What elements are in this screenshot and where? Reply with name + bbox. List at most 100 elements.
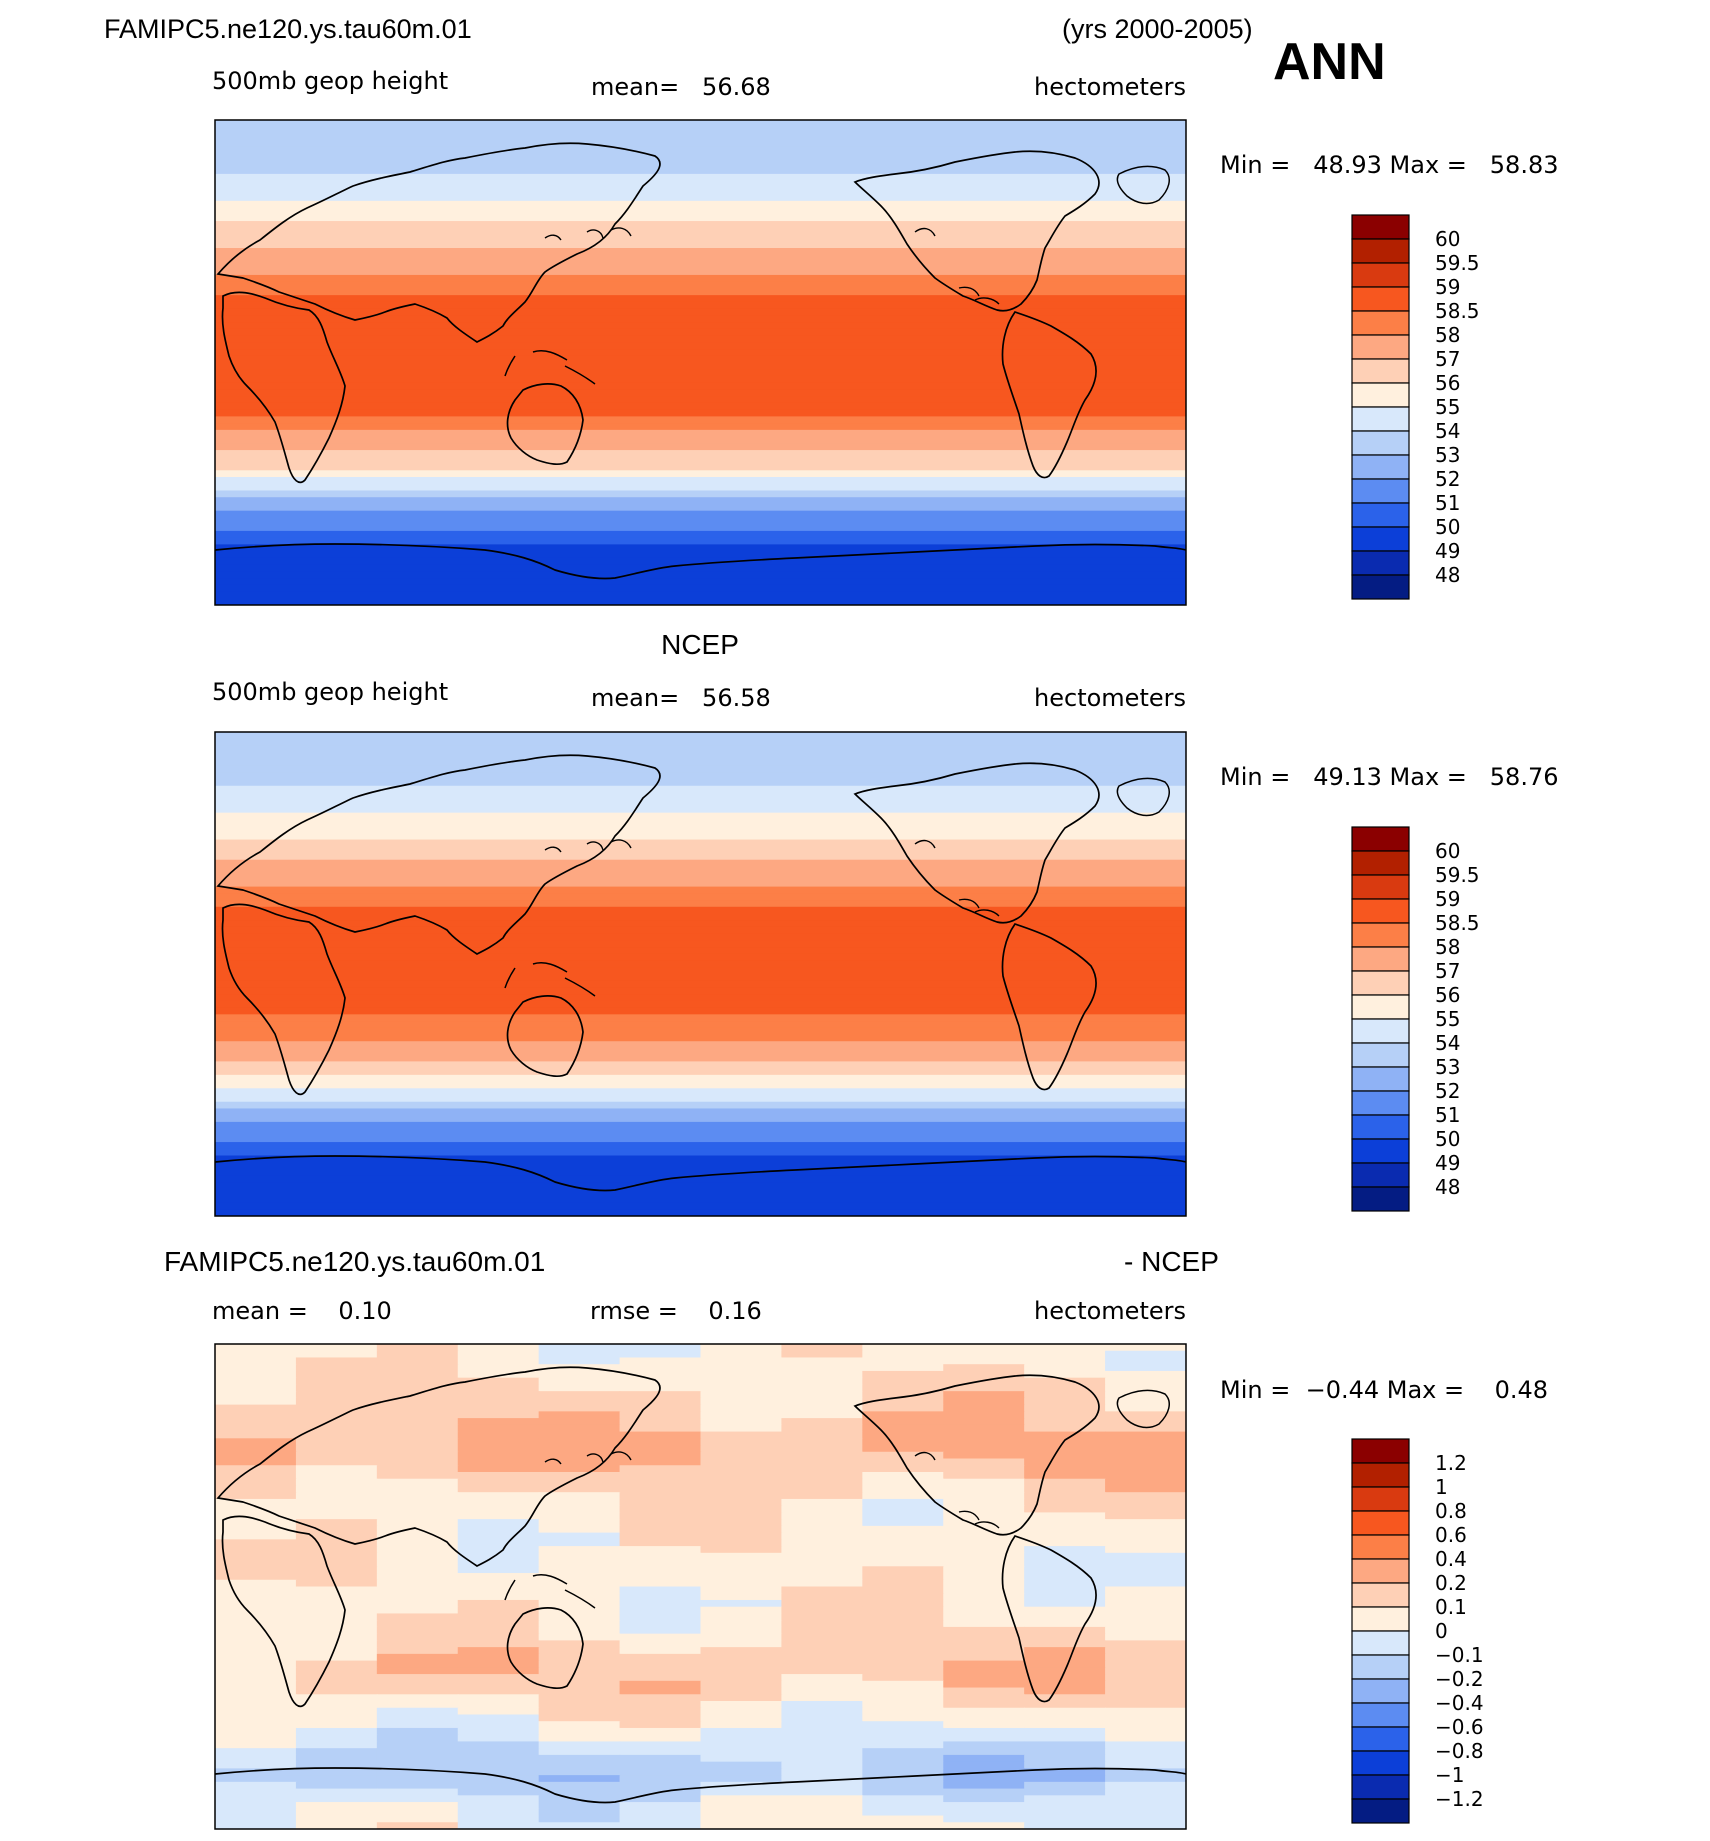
field-cell	[538, 1350, 621, 1359]
field-cell	[376, 1599, 459, 1608]
field-cell	[862, 1734, 945, 1743]
field-cell	[943, 1613, 1025, 1621]
field-cell	[1105, 1478, 1186, 1487]
field-band	[215, 1195, 1186, 1204]
field-cell	[538, 1687, 621, 1696]
field-cell	[700, 1525, 783, 1534]
colorbar-tick-label: 50	[1435, 515, 1460, 539]
field-cell	[538, 1505, 621, 1514]
field-cell	[376, 1559, 459, 1568]
field-cell	[538, 1397, 621, 1406]
colorbar-swatch	[1351, 826, 1410, 852]
panel-model-map	[215, 120, 1186, 605]
panel-model-units: hectometers	[1034, 73, 1186, 101]
field-cell	[781, 1350, 864, 1359]
field-cell	[943, 1404, 1025, 1413]
field-cell	[619, 1620, 702, 1628]
field-cell	[295, 1370, 378, 1379]
field-cell	[781, 1344, 864, 1352]
field-cell	[295, 1781, 378, 1790]
field-cell	[862, 1626, 945, 1635]
field-cell	[781, 1734, 864, 1743]
field-cell	[1105, 1660, 1186, 1669]
field-cell	[215, 1721, 297, 1729]
colorbar-tick-label: 60	[1435, 839, 1460, 863]
field-cell	[457, 1566, 540, 1574]
field-cell	[538, 1451, 621, 1460]
field-cell	[1024, 1370, 1106, 1379]
field-cell	[619, 1478, 702, 1487]
field-band	[215, 133, 1186, 142]
field-cell	[700, 1660, 783, 1669]
field-cell	[700, 1714, 783, 1723]
field-band	[215, 967, 1186, 975]
panel-diff-units: hectometers	[1034, 1297, 1186, 1325]
field-cell	[1024, 1525, 1106, 1534]
field-cell	[215, 1775, 297, 1783]
field-band	[215, 947, 1186, 955]
field-band	[215, 288, 1186, 296]
field-cell	[700, 1795, 783, 1803]
field-cell	[457, 1626, 540, 1635]
field-cell	[215, 1364, 297, 1372]
field-cell	[700, 1707, 783, 1716]
field-cell	[538, 1532, 621, 1541]
field-cell	[1105, 1653, 1186, 1662]
field-band	[215, 974, 1186, 982]
field-cell	[1105, 1694, 1186, 1702]
colorbar-swatch	[1351, 1534, 1410, 1560]
colorbar-swatch	[1351, 478, 1410, 504]
field-cell	[215, 1451, 297, 1460]
field-cell	[538, 1734, 621, 1743]
field-band	[215, 745, 1186, 753]
field-cell	[1024, 1573, 1106, 1581]
field-band	[215, 1108, 1186, 1116]
field-cell	[862, 1680, 945, 1689]
field-band	[215, 187, 1186, 195]
field-cell	[862, 1391, 945, 1399]
colorbar-tick-label: 59.5	[1435, 863, 1480, 887]
field-cell	[215, 1795, 297, 1803]
field-cell	[1024, 1411, 1106, 1419]
field-cell	[538, 1727, 621, 1736]
field-band	[215, 409, 1186, 418]
field-cell	[376, 1458, 459, 1467]
field-cell	[1024, 1701, 1106, 1709]
field-cell	[215, 1660, 297, 1669]
field-cell	[538, 1714, 621, 1723]
colorbar-tick-label: 0.6	[1435, 1523, 1467, 1547]
field-cell	[538, 1768, 621, 1776]
field-cell	[700, 1465, 783, 1473]
field-cell	[376, 1552, 459, 1561]
field-cell	[700, 1505, 783, 1514]
field-cell	[1024, 1344, 1106, 1352]
field-cell	[215, 1667, 297, 1675]
field-cell	[1105, 1620, 1186, 1628]
field-cell	[700, 1775, 783, 1783]
colorbar-swatch	[1351, 574, 1410, 600]
field-cell	[215, 1532, 297, 1541]
field-cell	[457, 1384, 540, 1392]
field-cell	[538, 1620, 621, 1628]
field-cell	[862, 1498, 945, 1507]
field-cell	[700, 1357, 783, 1366]
field-cell	[376, 1694, 459, 1702]
field-band	[215, 1007, 1186, 1016]
field-band	[215, 805, 1186, 814]
field-cell	[862, 1633, 945, 1642]
field-cell	[376, 1384, 459, 1392]
field-cell	[295, 1397, 378, 1406]
field-cell	[1024, 1788, 1106, 1797]
field-cell	[781, 1727, 864, 1736]
field-band	[215, 1168, 1186, 1177]
field-cell	[862, 1532, 945, 1541]
field-cell	[862, 1579, 945, 1588]
colorbar-swatch	[1351, 286, 1410, 312]
field-cell	[376, 1431, 459, 1440]
field-cell	[862, 1788, 945, 1797]
field-band	[215, 557, 1186, 566]
field-cell	[215, 1485, 297, 1493]
field-band	[215, 551, 1186, 559]
field-band	[215, 758, 1186, 767]
